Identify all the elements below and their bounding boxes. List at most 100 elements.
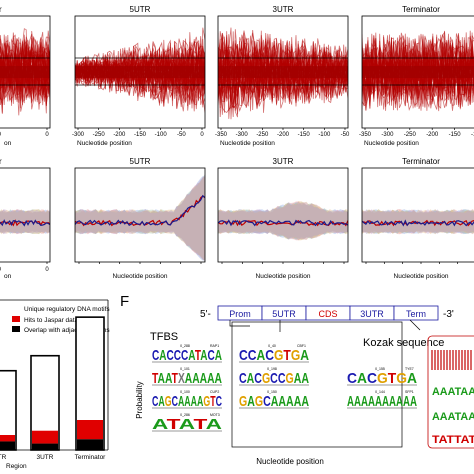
logo-letter: A xyxy=(271,393,279,410)
mid-panel-2: 5UTR Nucleotide position xyxy=(74,157,206,280)
top-panel-1: cter-400-2000on xyxy=(0,5,51,147)
logo-letter: A xyxy=(247,370,255,387)
tfbs-label: TFBS xyxy=(150,331,178,343)
confidence-band xyxy=(75,174,205,262)
density-trace xyxy=(75,39,205,109)
logo-letters: CACGCCGAA xyxy=(239,370,309,387)
logo-letter: T xyxy=(210,393,215,410)
density-trace xyxy=(0,56,50,87)
logo-letter: A xyxy=(192,370,200,387)
logo-letter: A xyxy=(357,370,367,387)
legend-label: Hits to Jaspar database xyxy=(24,317,93,324)
confidence-band xyxy=(218,201,348,241)
x-tick-label: -100 xyxy=(471,132,474,138)
logo-letter: C xyxy=(278,370,286,387)
logo-letter: A xyxy=(197,393,203,410)
x-axis-label: Nucleotide position xyxy=(256,457,324,466)
x-axis-label: Region xyxy=(6,463,27,470)
logo-letter: G xyxy=(165,393,172,410)
legend-label: Overlap with adjacent regions xyxy=(24,327,110,334)
logo-letter: A xyxy=(178,393,184,410)
logo-letter: G xyxy=(262,370,270,387)
construct-label: 3UTR xyxy=(360,309,384,319)
logo-letter: A xyxy=(403,393,410,410)
kozak-label: Kozak sequence xyxy=(363,337,444,349)
x-tick-label: 0 xyxy=(200,132,204,138)
x-tick-label: Terminator xyxy=(75,454,107,461)
dense-core xyxy=(362,66,474,78)
x-tick-label: -200 xyxy=(277,132,290,138)
logo-letter: A xyxy=(301,393,309,410)
construct-label: 5UTR xyxy=(272,309,296,319)
x-tick-label: -50 xyxy=(177,132,186,138)
logo-tag: 0_288 xyxy=(180,344,190,348)
logo-letters: AAAAAAAAAA xyxy=(347,393,417,410)
top-panel-plot xyxy=(218,27,348,120)
axes-frame xyxy=(0,167,51,263)
logo-tag: 0_155 xyxy=(375,367,385,371)
logo-letter: A xyxy=(368,393,375,410)
logo-letter: A xyxy=(200,370,208,387)
density-trace xyxy=(0,64,50,80)
logo-tag: 0_286 xyxy=(180,413,190,417)
x-tick-label: -250 xyxy=(256,132,269,138)
logo-letter: A xyxy=(294,393,302,410)
logo-letter: A xyxy=(407,370,417,387)
logo-letters: CACCCATACA xyxy=(152,347,222,364)
logo-letter: A xyxy=(301,370,309,387)
x-tick-label: -200 xyxy=(0,267,2,273)
density-trace xyxy=(0,34,50,110)
top-panel-4: Terminator -350 -300 -250 -200 -150 -100 Nucleo… xyxy=(359,5,474,147)
x-tick-label: -100 xyxy=(318,132,331,138)
x-tick-label: -150 xyxy=(449,132,462,138)
construct-label: Prom xyxy=(229,309,251,319)
logo-letter: C xyxy=(239,347,248,364)
top-panel-plot xyxy=(75,27,205,113)
logo-letter: A xyxy=(347,393,354,410)
mid-panel-plot xyxy=(75,173,205,262)
logo-letter: A xyxy=(361,393,368,410)
logo-letter: A xyxy=(354,393,361,410)
logo-tag: 0_144 xyxy=(375,390,385,394)
terminator-logos: AAATAA AAATAA TATTAT xyxy=(431,350,474,446)
probability-label: Probability xyxy=(135,381,144,418)
logo-letter: C xyxy=(347,370,357,387)
dense-core xyxy=(75,66,205,78)
density-trace xyxy=(0,30,50,114)
bar-chart: Unique regulatory DNA motifs Hits to Jasp… xyxy=(0,299,110,470)
logo-tag: 0_100 xyxy=(180,390,190,394)
logo-name: RAP1 xyxy=(210,344,219,348)
x-tick-label: -150 xyxy=(298,132,311,138)
panel-title: 3UTR xyxy=(273,5,294,14)
terminator-frame xyxy=(427,335,474,449)
panel-title: Terminator xyxy=(402,5,440,14)
logo-letter: X xyxy=(178,370,185,387)
confidence-band xyxy=(0,209,50,234)
logo-letter: A xyxy=(191,393,197,410)
panel-title: Terminator xyxy=(402,157,440,166)
density-trace xyxy=(0,49,50,96)
density-trace xyxy=(218,57,348,89)
logo-letter: C xyxy=(367,370,377,387)
tfbs-bracket xyxy=(229,320,250,327)
confidence-band xyxy=(362,209,474,235)
top-panel-plot xyxy=(0,28,50,116)
logo-letter: A xyxy=(184,393,190,410)
logo-letter: C xyxy=(239,370,247,387)
x-tick-label: -150 xyxy=(134,132,147,138)
x-tick-label: TR xyxy=(0,454,7,461)
x-tick-label: -200 xyxy=(426,132,439,138)
logo-name: TYE7 xyxy=(405,367,414,371)
confidence-band xyxy=(362,209,474,235)
logo-letter: C xyxy=(181,347,188,364)
confidence-band xyxy=(218,201,348,241)
density-trace xyxy=(0,34,50,106)
density-trace xyxy=(0,28,50,116)
logo-name: CUP2 xyxy=(210,390,219,394)
bar-overlap xyxy=(0,441,15,450)
